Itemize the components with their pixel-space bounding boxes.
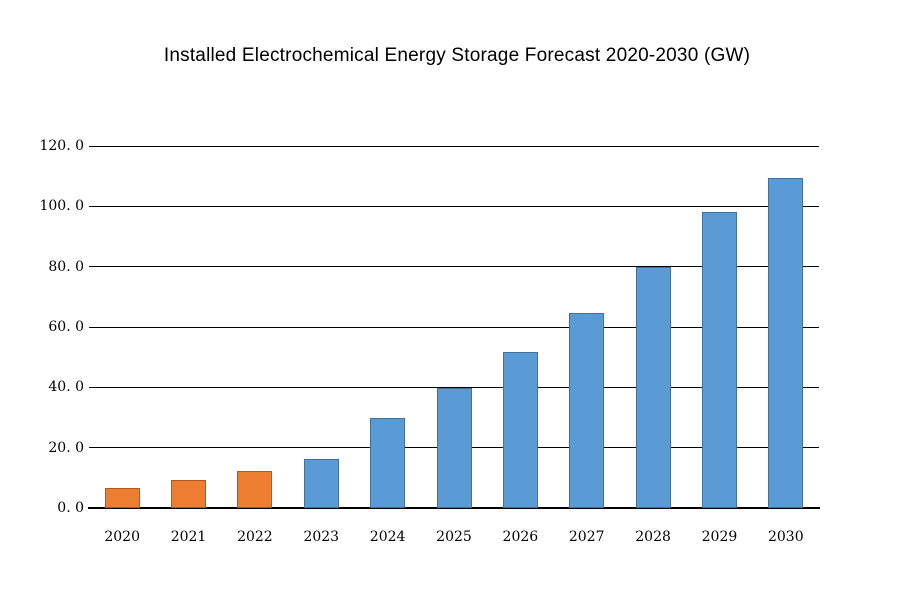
x-tick-label-2022: 2022 [237,529,273,545]
x-tick-label-2026: 2026 [502,529,539,545]
y-tick-label-80: 80. 0 [48,258,84,275]
x-tick-label-2028: 2028 [635,529,671,545]
y-tick-label-0: 0. 0 [57,500,84,516]
gridline-60 [89,326,819,328]
gridline-40 [89,386,819,388]
bar-2026 [502,352,538,508]
x-tick-label-2030: 2030 [767,529,804,545]
y-tick-label-40: 40. 0 [48,379,84,396]
x-tick-label-2021: 2021 [170,529,207,545]
bar-2029 [701,212,737,508]
gridline-80 [89,266,819,268]
bar-2030 [768,177,804,508]
y-tick-label-20: 20. 0 [48,439,84,456]
x-tick-label-2024: 2024 [369,529,406,545]
bar-2024 [370,418,406,508]
bar-2022 [237,470,273,508]
bar-2021 [171,479,207,508]
x-tick-label-2020: 2020 [104,529,140,545]
gridline-120 [89,145,819,147]
x-tick-label-2025: 2025 [436,529,472,545]
y-tick-label-60: 60. 0 [48,319,84,335]
bar-2025 [436,387,472,508]
bar-2027 [569,313,605,508]
bar-2020 [104,488,140,508]
gridline-100 [89,205,819,207]
bar-2028 [635,267,671,508]
chart-title: Installed Electrochemical Energy Storage… [163,45,751,66]
bar-2023 [303,459,339,508]
y-tick-label-100: 100. 0 [39,198,84,215]
x-axis: 2020 2021 2022 2023 2024 2025 2026 2027 2028 2029… [89,529,819,549]
x-tick-label-2029: 2029 [701,529,738,545]
x-tick-label-2023: 2023 [303,529,340,545]
y-tick-label-120: 120. 0 [39,138,84,154]
x-tick-label-2027: 2027 [568,529,605,545]
plot-area [88,145,820,509]
y-axis: 0. 0 20. 0 40. 0 60. 0 80. 0 100. 0 120. 0 [0,138,84,516]
x-axis-line [88,507,820,509]
